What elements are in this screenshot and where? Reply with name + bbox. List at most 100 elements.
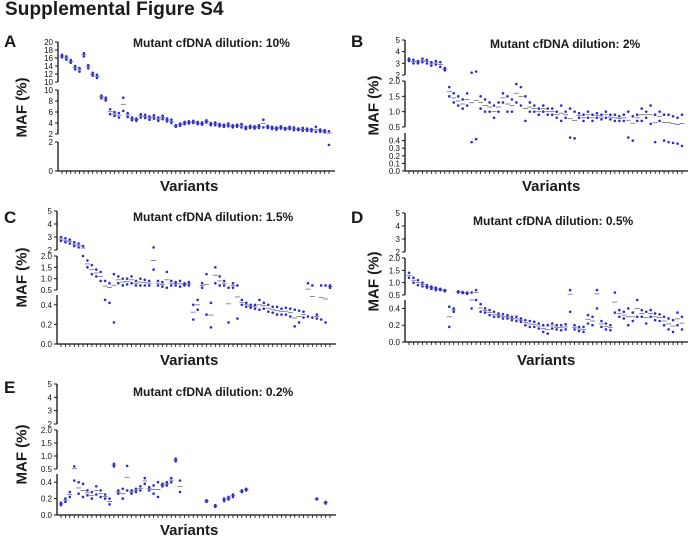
- panel-d-point: [537, 327, 541, 330]
- panel-a-point: [318, 130, 322, 134]
- panel-b-ytick-label: 3: [396, 59, 401, 68]
- panel-e-ytick-label: 5: [48, 380, 53, 389]
- panel-d-point: [519, 317, 523, 320]
- panel-b-point: [635, 119, 639, 123]
- panel-d-point: [568, 288, 572, 292]
- panel-b-point: [425, 58, 429, 62]
- panel-a-point: [222, 123, 226, 126]
- panel-d-point: [573, 323, 576, 327]
- panel-b-point: [613, 113, 617, 117]
- panel-d-point: [407, 271, 411, 275]
- panel-d-point: [416, 278, 420, 282]
- panel-a-point: [192, 119, 195, 123]
- panel-e-point: [231, 495, 235, 499]
- panel-b-ytick-label: 1.0: [389, 108, 401, 117]
- panel-d-point: [425, 286, 429, 289]
- panel-b-point: [537, 107, 541, 110]
- panel-d-point: [631, 311, 635, 314]
- panel-d-point: [447, 305, 451, 309]
- panel-c-ytick-label: 1.0: [41, 275, 53, 284]
- panel-a-point: [178, 122, 182, 125]
- panel-c-point: [297, 309, 301, 312]
- panel-c-point: [178, 279, 182, 283]
- panel-b-point: [497, 110, 500, 113]
- panel-e-point: [139, 489, 142, 492]
- panel-c-point: [271, 311, 274, 314]
- panel-d-letter: D: [351, 208, 364, 227]
- panel-a-point: [117, 116, 121, 119]
- panel-e-point: [165, 480, 169, 484]
- panel-c-point: [218, 275, 222, 278]
- panel-a-point: [235, 123, 239, 126]
- panel-b-point: [631, 139, 635, 142]
- panel-d-point: [644, 310, 648, 314]
- panel-c-point: [143, 284, 147, 287]
- panel-a-point: [279, 125, 283, 128]
- panel-c-point: [209, 326, 213, 329]
- panel-a-point: [161, 114, 164, 118]
- panel-d-point: [519, 320, 523, 324]
- panel-c-point: [183, 281, 186, 285]
- panel-e-point: [227, 495, 230, 499]
- panel-e-point: [174, 459, 177, 463]
- panel-a-point: [65, 58, 68, 61]
- panel-b-ytick-label: 1.5: [389, 92, 401, 101]
- panel-a-point: [95, 76, 99, 80]
- panel-c-point: [289, 315, 292, 318]
- panel-a-point: [108, 112, 112, 116]
- panel-b-point: [421, 57, 424, 60]
- panel-c-point: [183, 284, 186, 287]
- panel-d-point: [488, 313, 491, 317]
- panel-c-point: [108, 301, 111, 305]
- panel-d-point: [653, 312, 657, 315]
- panel-d-point: [626, 323, 630, 327]
- panel-e-point: [130, 492, 133, 495]
- panel-d-point: [497, 315, 500, 319]
- panel-c-point: [161, 285, 164, 288]
- panel-b-plot: 0.00.10.20.30.4 0.5 1.0 1.5 2.02 3 4 5: [389, 36, 688, 176]
- panel-e-point: [139, 485, 142, 488]
- panel-b-point: [564, 116, 567, 120]
- panel-b-point: [483, 110, 487, 113]
- panel-b-point: [456, 95, 460, 98]
- panel-e-point: [222, 497, 226, 500]
- panel-b-ytick-label: 0.2: [389, 152, 401, 161]
- panel-d-point: [618, 308, 621, 312]
- panel-e-point: [231, 493, 235, 496]
- panel-a-point: [240, 122, 243, 126]
- panel-a-point: [301, 129, 305, 132]
- panel-d-point: [671, 318, 675, 322]
- panel-d-plot: 0.0 0.2 0.4 0.5 1.0 1.5 2.02 3 4 5: [389, 209, 688, 347]
- panel-e-ytick-label: 0.0: [41, 511, 53, 520]
- panel-a-point: [73, 67, 77, 71]
- panel-a-point: [205, 121, 208, 124]
- panel-d-point: [591, 323, 594, 327]
- panel-e-ylabel: MAF (%): [13, 424, 31, 485]
- panel-c-point: [315, 313, 319, 316]
- panel-a-point: [248, 126, 252, 130]
- panel-a-point: [165, 117, 169, 120]
- panel-a-ytick-label: 4: [49, 119, 54, 128]
- panel-d-point: [474, 288, 478, 292]
- panel-b-point: [631, 114, 635, 118]
- panel-a-point: [73, 64, 77, 68]
- panel-a-point: [297, 128, 300, 132]
- panel-e-ytick-label: 0.4: [41, 478, 53, 487]
- panel-a-letter: A: [4, 32, 17, 51]
- panel-c-point: [161, 280, 164, 284]
- panel-c-point: [306, 315, 310, 318]
- panel-a-point: [178, 124, 182, 128]
- panel-b-point: [671, 114, 675, 118]
- panel-e-point: [240, 490, 244, 494]
- panel-a-point: [244, 127, 248, 131]
- panel-e-point: [227, 498, 230, 501]
- panel-b-point: [515, 101, 518, 104]
- panel-a-ytick-label: 14: [44, 62, 53, 71]
- panel-d-ylabel: MAF (%): [365, 251, 383, 312]
- panel-a-point: [257, 123, 261, 127]
- panel-d-point: [439, 288, 442, 292]
- panel-d-point: [635, 298, 639, 302]
- panel-a-point: [314, 125, 318, 129]
- panel-b-point: [640, 107, 644, 110]
- panel-a-point: [174, 125, 178, 129]
